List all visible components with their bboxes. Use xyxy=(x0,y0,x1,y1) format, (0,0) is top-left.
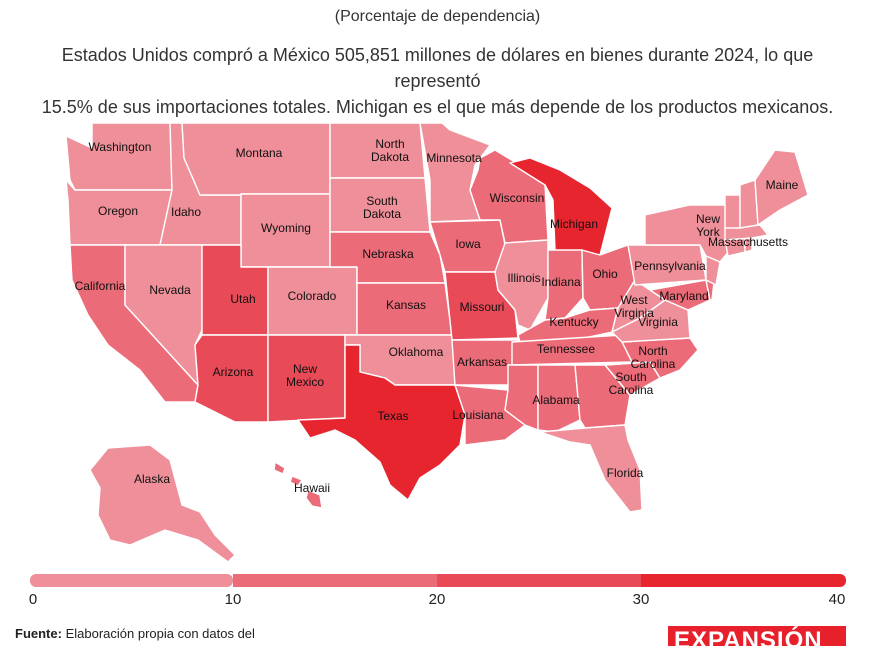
state-label-minnesota: Minnesota xyxy=(426,151,482,165)
state-label-south-dakota: South Dakota xyxy=(363,194,401,221)
state-label-tennessee: Tennessee xyxy=(537,342,595,356)
legend-segment-cap xyxy=(36,574,46,587)
source-text: Elaboración propia con datos del xyxy=(65,626,255,641)
source-note: Fuente: Elaboración propia con datos del xyxy=(15,626,255,641)
labels-layer: Washington Oregon California Idaho Nevada Mon… xyxy=(75,137,799,495)
state-label-indiana: Indiana xyxy=(541,275,581,289)
legend-tick-label: 0 xyxy=(28,591,38,608)
legend-segment xyxy=(30,574,233,587)
state-maine xyxy=(754,149,809,226)
state-washington xyxy=(65,122,173,191)
state-label-florida: Florida xyxy=(607,466,644,480)
state-florida xyxy=(539,424,643,513)
map-description: Estados Unidos compró a México 505,851 m… xyxy=(20,42,855,120)
description-line-1: Estados Unidos compró a México 505,851 m… xyxy=(61,45,814,91)
state-label-missouri: Missouri xyxy=(460,300,505,314)
state-alabama xyxy=(537,364,581,433)
state-label-ohio: Ohio xyxy=(592,267,618,281)
state-vermont xyxy=(724,194,741,229)
state-label-utah: Utah xyxy=(230,292,255,306)
state-label-texas: Texas xyxy=(377,409,408,423)
state-label-new-york: New York xyxy=(696,212,721,239)
state-label-maine: Maine xyxy=(766,178,799,192)
state-label-maryland: Maryland xyxy=(659,289,708,303)
state-label-hawaii: Hawaii xyxy=(294,481,330,495)
state-label-nevada: Nevada xyxy=(149,283,191,297)
state-label-california: California xyxy=(75,279,126,293)
state-label-alaska: Alaska xyxy=(134,472,170,486)
state-label-washington: Washington xyxy=(89,140,152,154)
state-label-wyoming: Wyoming xyxy=(261,221,311,235)
map-subtitle: (Porcentaje de dependencia) xyxy=(334,8,541,25)
legend-tick-label: 30 xyxy=(632,591,650,608)
state-label-arkansas: Arkansas xyxy=(457,355,507,369)
state-label-pennsylvania: Pennsylvania xyxy=(634,259,706,273)
state-label-new-mexico: New Mexico xyxy=(286,362,324,389)
state-label-kentucky: Kentucky xyxy=(549,315,598,329)
state-label-montana: Montana xyxy=(236,146,283,160)
state-minnesota xyxy=(419,122,491,223)
state-texas xyxy=(297,344,466,501)
state-label-louisiana: Louisiana xyxy=(452,408,504,422)
state-label-massachusetts: Massachusetts xyxy=(708,235,788,249)
state-label-colorado: Colorado xyxy=(288,289,337,303)
legend-segment-cap xyxy=(641,574,651,587)
state-label-south-carolina: South Carolina xyxy=(609,370,654,397)
state-label-oregon: Oregon xyxy=(98,204,138,218)
legend-segment xyxy=(641,574,846,587)
description-line-2: 15.5% de sus importaciones totales. Mich… xyxy=(41,97,834,117)
legend-tick-label: 20 xyxy=(428,591,446,608)
legend-segment xyxy=(437,574,641,587)
state-label-michigan: Michigan xyxy=(550,217,598,231)
states-layer xyxy=(65,122,809,563)
state-north-carolina xyxy=(604,337,699,379)
state-alaska xyxy=(89,444,236,563)
state-label-kansas: Kansas xyxy=(386,298,426,312)
state-label-alabama: Alabama xyxy=(532,393,580,407)
legend-tick-label: 40 xyxy=(828,591,846,608)
state-label-oklahoma: Oklahoma xyxy=(389,345,444,359)
state-new-jersey xyxy=(705,255,721,286)
state-label-north-dakota: North Dakota xyxy=(371,137,409,164)
state-label-iowa: Iowa xyxy=(455,237,481,251)
state-label-arizona: Arizona xyxy=(213,365,254,379)
state-label-west-virginia: West Virginia xyxy=(614,293,654,320)
legend-segment xyxy=(233,574,437,587)
state-label-idaho: Idaho xyxy=(171,205,201,219)
legend-tick-label: 10 xyxy=(224,591,242,608)
state-label-illinois: Illinois xyxy=(507,271,540,285)
state-maryland xyxy=(649,279,711,311)
expansion-logo: EXPANSIÓN xyxy=(668,626,846,646)
state-label-north-carolina: North Carolina xyxy=(631,344,676,371)
state-hawaii xyxy=(273,461,323,509)
legend-bar xyxy=(30,574,846,587)
state-label-virginia: Virginia xyxy=(638,315,678,329)
state-label-nebraska: Nebraska xyxy=(362,247,414,261)
state-label-wisconsin: Wisconsin xyxy=(490,191,545,205)
source-label: Fuente: xyxy=(15,626,62,641)
